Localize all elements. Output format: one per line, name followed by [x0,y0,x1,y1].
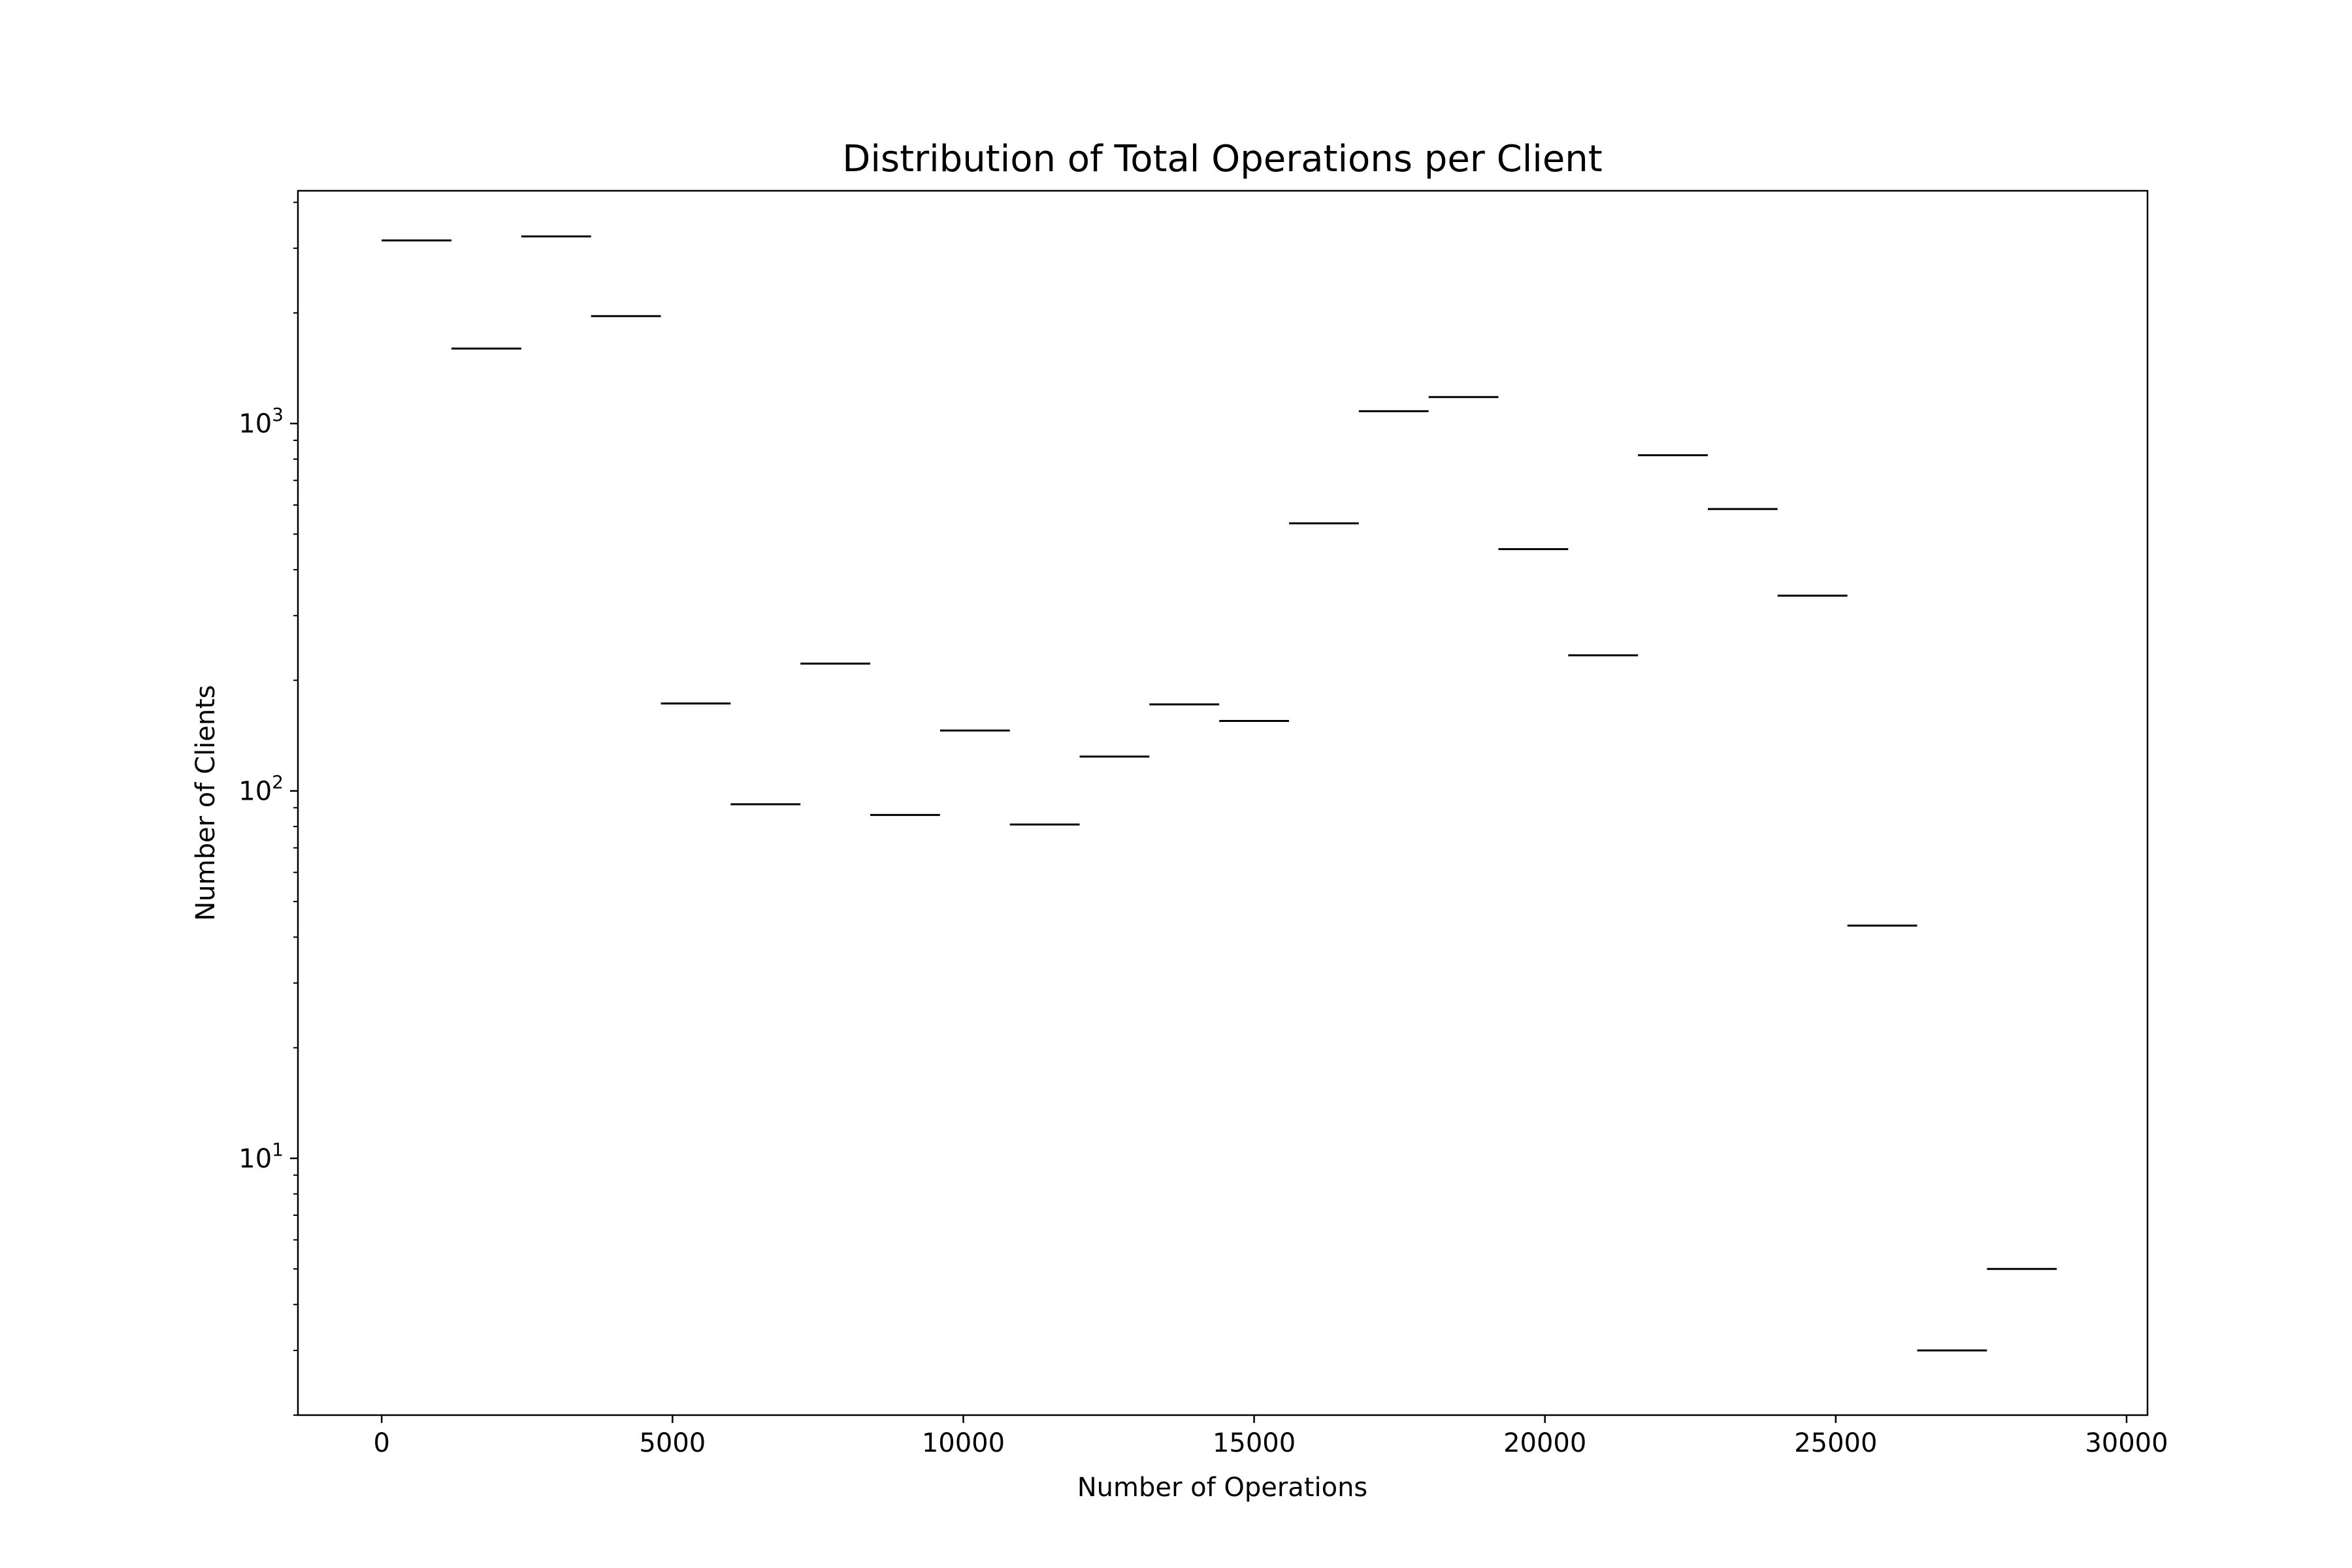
y-tick-label: 102 [238,772,284,807]
y-tick-label: 103 [238,404,284,439]
histogram-bins [382,235,2057,1352]
x-tick-label: 0 [373,1428,389,1458]
x-tick-label: 25000 [1794,1428,1877,1458]
x-tick-label: 30000 [2085,1428,2168,1458]
x-tick-label: 15000 [1213,1428,1296,1458]
x-tick-label: 10000 [922,1428,1005,1458]
chart-title: Distribution of Total Operations per Cli… [842,138,1602,180]
y-axis-ticks: 101 102 103 [238,201,298,1416]
y-axis-label: Number of Clients [191,685,221,921]
x-tick-label: 20000 [1503,1428,1586,1458]
y-tick-label: 101 [238,1139,284,1174]
plot-frame [297,189,2149,1416]
x-tick-label: 5000 [639,1428,706,1458]
x-axis-ticks: 0 5000 10000 15000 20000 25000 30000 [373,1415,2168,1458]
x-axis-label: Number of Operations [1077,1473,1368,1503]
